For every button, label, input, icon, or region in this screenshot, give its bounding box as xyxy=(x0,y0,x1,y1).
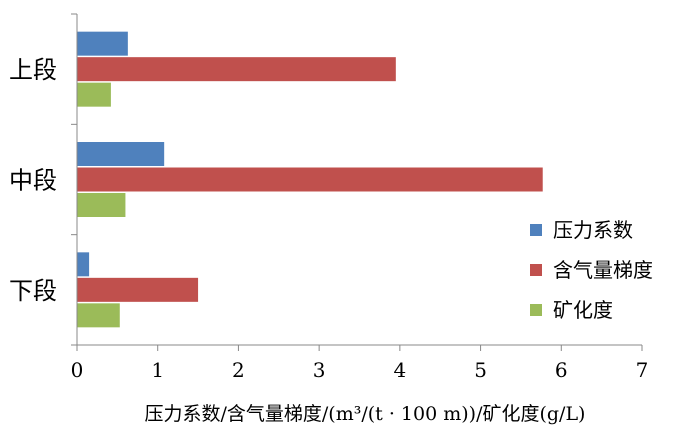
bar xyxy=(77,193,126,217)
bar xyxy=(77,31,128,56)
bars-group xyxy=(77,31,543,328)
legend-swatch xyxy=(530,224,542,236)
x-tick-label: 5 xyxy=(474,358,487,382)
category-label: 下段 xyxy=(9,277,57,305)
legend-label: 矿化度 xyxy=(553,298,613,322)
bar xyxy=(77,277,199,302)
x-tick-label: 1 xyxy=(151,358,164,382)
category-label: 上段 xyxy=(9,56,57,84)
bar xyxy=(77,167,543,192)
x-tick-label: 6 xyxy=(555,358,568,382)
bar xyxy=(77,82,111,107)
legend-swatch xyxy=(530,304,542,316)
x-axis-title: 压力系数/含气量梯度/(m³/(t · 100 m))/矿化度(g/L) xyxy=(145,403,586,425)
x-tick-label: 4 xyxy=(393,358,406,382)
bar xyxy=(77,303,120,328)
bar xyxy=(77,57,396,82)
legend-label: 含气量梯度 xyxy=(553,258,653,282)
bar xyxy=(77,252,90,277)
x-tick-label: 7 xyxy=(636,358,649,382)
x-tick-label: 2 xyxy=(232,358,245,382)
category-label: 中段 xyxy=(9,167,57,195)
x-tick-label: 3 xyxy=(313,358,326,382)
x-tick-label: 0 xyxy=(71,358,84,382)
x-ticks-group: 0 1 2 3 4 5 6 7 xyxy=(71,345,649,382)
legend-label: 压力系数 xyxy=(553,218,633,242)
legend-swatch xyxy=(530,264,542,276)
bar xyxy=(77,142,165,166)
